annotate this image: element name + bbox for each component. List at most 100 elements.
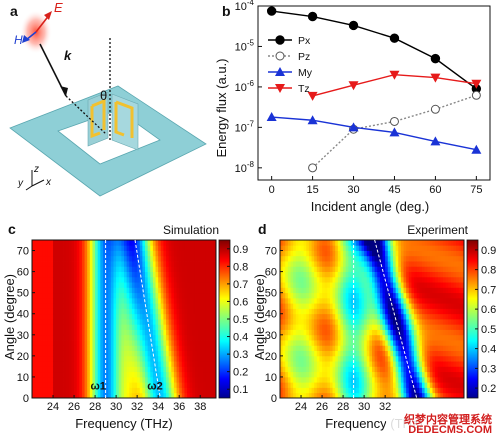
experiment-cell: [290, 303, 294, 309]
simulation-cell: [192, 313, 196, 320]
experiment-cell: [461, 255, 465, 262]
experiment-cell: [306, 361, 310, 367]
experiment-cell: [393, 255, 397, 262]
experiment-cell: [335, 361, 339, 367]
experiment-cell: [442, 340, 446, 346]
simulation-cell: [121, 303, 125, 309]
experiment-cell: [440, 319, 444, 325]
experiment-cell: [429, 350, 433, 357]
experiment-cell: [432, 366, 436, 373]
experiment-cell: [293, 297, 297, 304]
simulation-cell: [84, 276, 88, 283]
simulation-cell: [121, 292, 125, 299]
simulation-cell: [194, 255, 198, 262]
experiment-cell: [421, 324, 425, 330]
experiment-cell: [285, 308, 289, 315]
experiment-cell: [390, 261, 394, 267]
simulation-cell: [197, 255, 201, 262]
simulation-cell: [100, 329, 104, 336]
experiment-cell: [400, 345, 404, 351]
simulation-cell: [179, 308, 183, 315]
simulation-cell: [181, 240, 185, 246]
experiment-x-tick-label: 32: [379, 401, 391, 413]
experiment-cell: [406, 287, 410, 294]
experiment-cell: [369, 361, 373, 367]
experiment-cell: [348, 361, 352, 367]
simulation-cell: [118, 255, 122, 262]
simulation-cell: [74, 261, 78, 267]
simulation-cell: [97, 308, 101, 315]
experiment-cell: [445, 392, 449, 399]
experiment-cell: [282, 271, 286, 278]
experiment-cell: [350, 366, 354, 373]
simulation-cell: [173, 308, 177, 315]
simulation-cell: [194, 361, 198, 367]
experiment-cell: [301, 345, 305, 351]
simulation-cell: [173, 376, 177, 383]
experiment-cell: [440, 392, 444, 399]
experiment-cell: [350, 324, 354, 330]
simulation-cell: [179, 387, 183, 394]
simulation-cell: [171, 276, 175, 283]
experiment-cell: [372, 355, 376, 362]
simulation-cell: [100, 282, 104, 288]
simulation-cell: [42, 376, 46, 383]
simulation-cell: [176, 276, 180, 283]
simulation-cell: [97, 240, 101, 246]
simulation-cell: [76, 361, 80, 367]
simulation-cell: [110, 303, 114, 309]
experiment-cell: [303, 292, 307, 299]
simulation-cell: [200, 282, 204, 288]
experiment-cell: [421, 266, 425, 272]
experiment-cell: [345, 292, 349, 299]
simulation-cell: [189, 297, 193, 304]
experiment-cell: [293, 276, 297, 283]
simulation-cell: [145, 276, 149, 283]
experiment-cell: [322, 287, 326, 294]
simulation-cell: [92, 292, 96, 299]
experiment-cell: [377, 303, 381, 309]
simulation-cell: [74, 350, 78, 357]
simulation-cell: [137, 382, 141, 388]
simulation-cell: [68, 329, 72, 336]
simulation-cell: [55, 282, 59, 288]
simulation-cell: [102, 276, 106, 283]
experiment-cell: [350, 355, 354, 362]
experiment-cell: [322, 266, 326, 272]
experiment-cell: [408, 250, 412, 257]
experiment-cell: [350, 303, 354, 309]
simulation-cell: [137, 292, 141, 299]
experiment-cell: [356, 287, 360, 294]
experiment-cell: [387, 255, 391, 262]
simulation-cell: [131, 240, 135, 246]
experiment-cell: [379, 376, 383, 383]
data-point-tz: [307, 91, 318, 101]
experiment-cell: [406, 240, 410, 246]
simulation-cell: [147, 255, 151, 262]
simulation-cell: [102, 303, 106, 309]
experiment-cell: [424, 350, 428, 357]
experiment-cell: [298, 355, 302, 362]
simulation-cell: [137, 392, 141, 399]
simulation-cell: [95, 334, 99, 341]
simulation-cell: [102, 245, 106, 251]
simulation-cell: [81, 355, 85, 362]
experiment-cell: [319, 261, 323, 267]
simulation-cell: [208, 250, 212, 257]
experiment-cell: [382, 324, 386, 330]
simulation-cell: [63, 366, 67, 373]
experiment-cell: [403, 361, 407, 367]
simulation-cell: [166, 382, 170, 388]
experiment-cell: [361, 250, 365, 257]
experiment-cell: [287, 240, 291, 246]
experiment-cell: [343, 276, 347, 283]
simulation-cell: [150, 303, 154, 309]
simulation-cell: [87, 392, 91, 399]
experiment-cell: [393, 382, 397, 388]
experiment-cell: [411, 240, 415, 246]
experiment-cell: [311, 313, 315, 320]
simulation-cell: [45, 382, 49, 388]
experiment-cell: [440, 240, 444, 246]
simulation-cell: [60, 319, 64, 325]
simulation-cell: [184, 376, 188, 383]
